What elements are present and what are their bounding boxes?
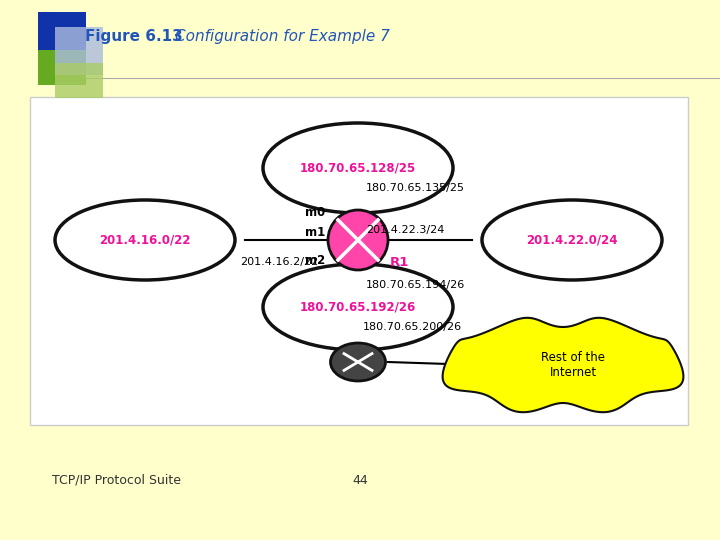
Text: m1: m1 — [305, 226, 325, 239]
Ellipse shape — [55, 200, 235, 280]
Polygon shape — [443, 318, 683, 412]
Text: 180.70.65.192/26: 180.70.65.192/26 — [300, 300, 416, 314]
Text: 201.4.22.3/24: 201.4.22.3/24 — [366, 225, 444, 235]
Text: Configuration for Example 7: Configuration for Example 7 — [175, 30, 390, 44]
Text: Figure 6.13: Figure 6.13 — [85, 30, 183, 44]
Text: 201.4.16.0/22: 201.4.16.0/22 — [99, 233, 191, 246]
Bar — [55, 63, 103, 98]
FancyBboxPatch shape — [30, 97, 688, 425]
Text: m2: m2 — [305, 253, 325, 267]
Text: 180.70.65.200/26: 180.70.65.200/26 — [363, 322, 462, 332]
Text: 201.4.22.0/24: 201.4.22.0/24 — [526, 233, 618, 246]
Ellipse shape — [330, 343, 385, 381]
Text: 180.70.65.128/25: 180.70.65.128/25 — [300, 161, 416, 174]
Circle shape — [328, 210, 388, 270]
Text: R1: R1 — [390, 255, 410, 268]
Text: m0: m0 — [305, 206, 325, 219]
Text: 180.70.65.135/25: 180.70.65.135/25 — [366, 183, 465, 193]
Text: 44: 44 — [352, 474, 368, 487]
Bar — [38, 50, 86, 85]
Bar — [38, 12, 86, 60]
Text: Rest of the
Internet: Rest of the Internet — [541, 351, 605, 379]
Ellipse shape — [263, 123, 453, 213]
Text: 201.4.16.2/22: 201.4.16.2/22 — [240, 257, 318, 267]
Text: 180.70.65.194/26: 180.70.65.194/26 — [366, 280, 465, 290]
Bar — [55, 27, 103, 75]
Ellipse shape — [482, 200, 662, 280]
Text: TCP/IP Protocol Suite: TCP/IP Protocol Suite — [52, 474, 181, 487]
Ellipse shape — [263, 264, 453, 350]
